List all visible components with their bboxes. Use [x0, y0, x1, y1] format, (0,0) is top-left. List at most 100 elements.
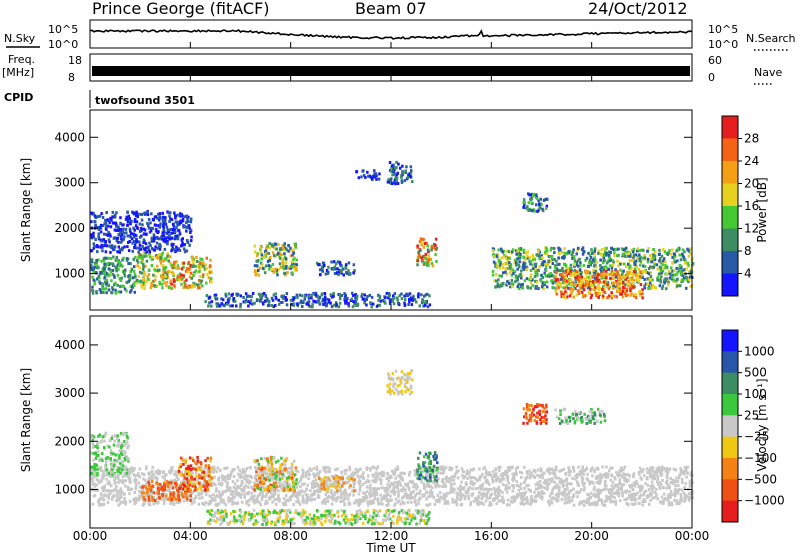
echo-cell [537, 249, 540, 253]
echo-cell [189, 263, 192, 267]
echo-cell [274, 292, 277, 296]
echo-cell [668, 467, 672, 471]
echo-cell [592, 488, 596, 492]
echo-cell [446, 501, 450, 505]
echo-cell [494, 285, 497, 289]
echo-cell [229, 304, 232, 308]
echo-cell [146, 211, 149, 214]
echo-cell [360, 294, 363, 298]
echo-cell [522, 255, 525, 259]
echo-cell [671, 255, 674, 259]
echo-cell [127, 217, 130, 221]
echo-cell [393, 492, 396, 496]
echo-cell [153, 268, 157, 272]
echo-cell [216, 503, 219, 507]
echo-cell [227, 496, 230, 500]
echo-cell [340, 294, 343, 297]
echo-cell [576, 491, 580, 495]
echo-cell [539, 469, 543, 473]
echo-cell [592, 287, 595, 291]
echo-cell [386, 180, 390, 184]
echo-cell [205, 294, 209, 298]
echo-cell [671, 478, 675, 482]
echo-cell [562, 292, 565, 296]
echo-cell [505, 473, 508, 477]
echo-cell [354, 303, 357, 307]
echo-cell [610, 269, 614, 273]
echo-cell [272, 474, 276, 478]
echo-cell [170, 282, 173, 286]
echo-cell [400, 175, 403, 179]
echo-cell [687, 263, 690, 267]
echo-cell [493, 255, 496, 258]
echo-cell [145, 482, 148, 486]
echo-cell [497, 466, 500, 470]
echo-cell [616, 259, 619, 263]
echo-cell [638, 249, 641, 253]
echo-cell [553, 247, 556, 250]
echo-cell [364, 297, 367, 301]
echo-cell [324, 272, 328, 276]
echo-cell [573, 265, 576, 268]
echo-cell [230, 293, 233, 297]
echo-cell [327, 300, 331, 304]
echo-cell [397, 474, 400, 478]
echo-cell [687, 248, 690, 252]
echo-cell [478, 477, 481, 481]
echo-cell [601, 294, 605, 298]
echo-cell [370, 305, 373, 309]
echo-cell [352, 300, 355, 303]
echo-cell [119, 227, 122, 231]
echo-cell [91, 289, 94, 292]
echo-cell [117, 267, 120, 271]
echo-cell [568, 468, 571, 472]
echo-cell [174, 214, 177, 218]
echo-cell [558, 480, 561, 484]
echo-cell [118, 232, 122, 236]
echo-cell [319, 470, 322, 474]
echo-cell [636, 257, 639, 260]
echo-cell [579, 284, 582, 288]
echo-cell [602, 284, 606, 288]
echo-cell [546, 197, 549, 201]
echo-cell [490, 503, 493, 506]
echo-cell [128, 217, 131, 221]
echo-cell [371, 302, 375, 306]
echo-cell [553, 485, 556, 489]
echo-cell [135, 259, 139, 262]
echo-cell [93, 282, 96, 286]
echo-cell [129, 290, 132, 294]
echo-cell [411, 180, 414, 184]
echo-cell [508, 486, 511, 490]
echo-cell [100, 503, 104, 507]
echo-cell [502, 255, 506, 259]
echo-cell [449, 490, 453, 494]
echo-cell [120, 495, 123, 499]
echo-cell [158, 470, 162, 473]
echo-cell [669, 252, 673, 256]
echo-cell [129, 270, 132, 273]
echo-cell [499, 499, 502, 503]
echo-cell [607, 285, 610, 289]
echo-cell [578, 470, 582, 474]
echo-cell [417, 498, 420, 502]
echo-cell [474, 498, 478, 502]
echo-cell [424, 261, 427, 265]
echo-cell [321, 477, 324, 481]
echo-cell [606, 475, 609, 479]
echo-cell [564, 271, 567, 275]
echo-cell [613, 485, 616, 489]
echo-cell [427, 466, 430, 470]
echo-cell [625, 473, 628, 476]
echo-cell [633, 484, 637, 488]
echo-cell [295, 293, 299, 297]
echo-cell [126, 220, 130, 224]
echo-cell [403, 303, 407, 307]
echo-cell [205, 256, 208, 260]
echo-cell [133, 265, 136, 269]
echo-cell [105, 224, 108, 228]
echo-cell [301, 468, 304, 472]
echo-cell [225, 466, 229, 470]
echo-cell [498, 493, 501, 497]
echo-cell [95, 290, 98, 293]
